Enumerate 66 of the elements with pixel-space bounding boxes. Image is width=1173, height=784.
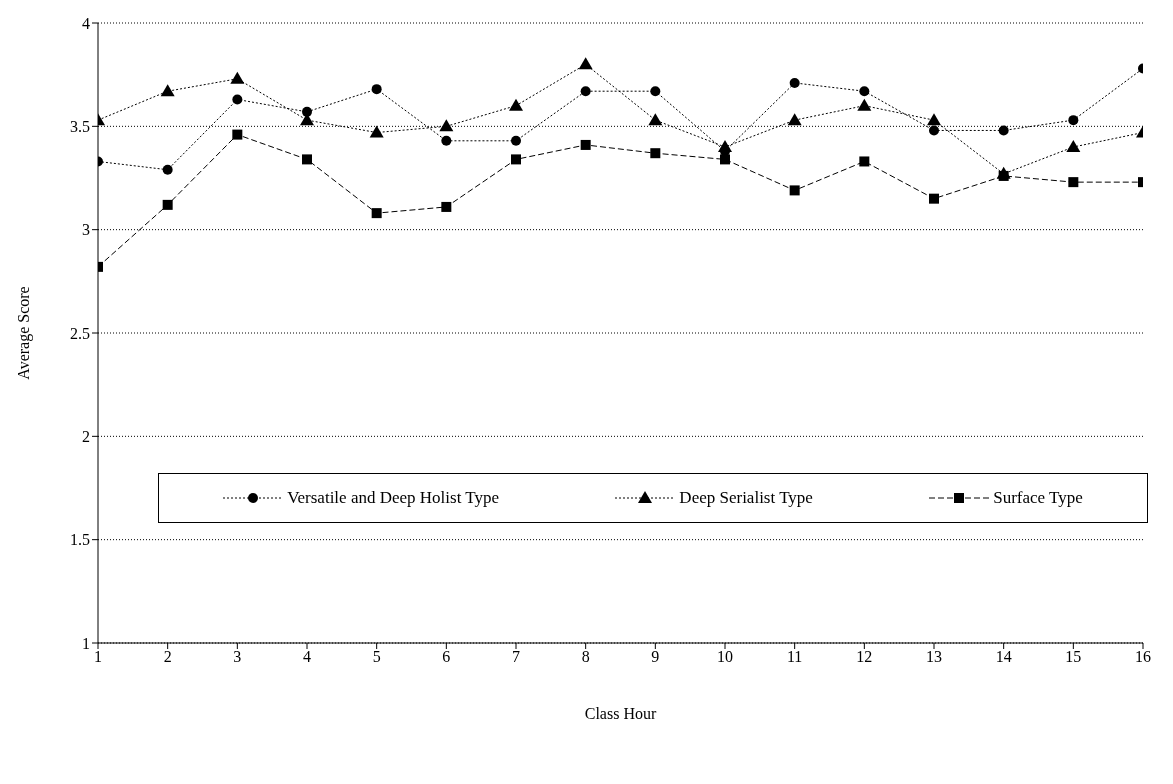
point bbox=[439, 119, 454, 132]
point bbox=[580, 86, 591, 97]
point bbox=[160, 84, 175, 97]
x-tick-label: 11 bbox=[786, 648, 803, 666]
y-tick-label: 3 bbox=[82, 221, 90, 239]
y-tick-label: 2.5 bbox=[70, 324, 90, 342]
point bbox=[720, 154, 730, 165]
y-tick-label: 1.5 bbox=[70, 531, 90, 549]
legend-label: Versatile and Deep Holist Type bbox=[287, 488, 500, 508]
point bbox=[789, 185, 800, 196]
point bbox=[859, 86, 870, 97]
x-tick-label: 3 bbox=[233, 648, 242, 666]
x-axis-title: Class Hour bbox=[584, 705, 657, 723]
point bbox=[929, 125, 939, 136]
x-tick-label: 14 bbox=[995, 648, 1012, 666]
y-tick-label: 2 bbox=[82, 428, 90, 446]
point bbox=[1068, 115, 1079, 126]
point bbox=[369, 125, 384, 138]
x-tick-label: 10 bbox=[717, 648, 733, 666]
point bbox=[927, 113, 941, 126]
point bbox=[509, 98, 523, 111]
point bbox=[859, 156, 870, 167]
point bbox=[371, 84, 382, 95]
point bbox=[232, 94, 243, 105]
x-tick-label: 8 bbox=[581, 648, 590, 666]
point bbox=[998, 125, 1009, 136]
point bbox=[578, 57, 593, 70]
point bbox=[648, 113, 663, 126]
point bbox=[1068, 177, 1079, 188]
x-tick-label: 12 bbox=[856, 648, 873, 666]
point bbox=[441, 201, 452, 212]
x-tick-label: 1 bbox=[94, 648, 102, 666]
y-tick-label: 4 bbox=[82, 14, 90, 32]
point bbox=[650, 148, 661, 159]
x-tick-label: 2 bbox=[163, 648, 172, 666]
point bbox=[371, 208, 382, 219]
x-tick-label: 7 bbox=[512, 648, 520, 666]
point bbox=[232, 129, 243, 140]
x-tick-label: 9 bbox=[651, 648, 660, 666]
point bbox=[302, 154, 312, 165]
x-tick-label: 13 bbox=[926, 648, 942, 666]
point bbox=[789, 77, 800, 88]
point bbox=[718, 140, 732, 152]
point bbox=[162, 199, 173, 210]
point bbox=[230, 71, 245, 84]
point bbox=[929, 193, 939, 204]
x-tick-label: 5 bbox=[372, 648, 381, 666]
x-tick-label: 6 bbox=[442, 648, 451, 666]
point bbox=[580, 139, 591, 150]
point bbox=[162, 164, 173, 175]
point bbox=[650, 86, 661, 97]
x-tick-label: 15 bbox=[1065, 648, 1082, 666]
x-tick-label: 4 bbox=[303, 648, 311, 666]
y-tick-label: 3.5 bbox=[70, 118, 90, 136]
point bbox=[511, 154, 521, 165]
point bbox=[998, 170, 1009, 181]
point bbox=[511, 135, 521, 146]
point bbox=[1066, 140, 1081, 152]
point bbox=[441, 135, 452, 146]
legend-label: Deep Serialist Type bbox=[679, 488, 813, 508]
point bbox=[857, 98, 872, 111]
y-axis-title: Average Score bbox=[14, 286, 33, 380]
x-tick-label: 16 bbox=[1135, 648, 1151, 666]
y-tick-label: 1 bbox=[82, 634, 90, 652]
point bbox=[787, 113, 802, 126]
legend-label: Surface Type bbox=[993, 488, 1083, 508]
